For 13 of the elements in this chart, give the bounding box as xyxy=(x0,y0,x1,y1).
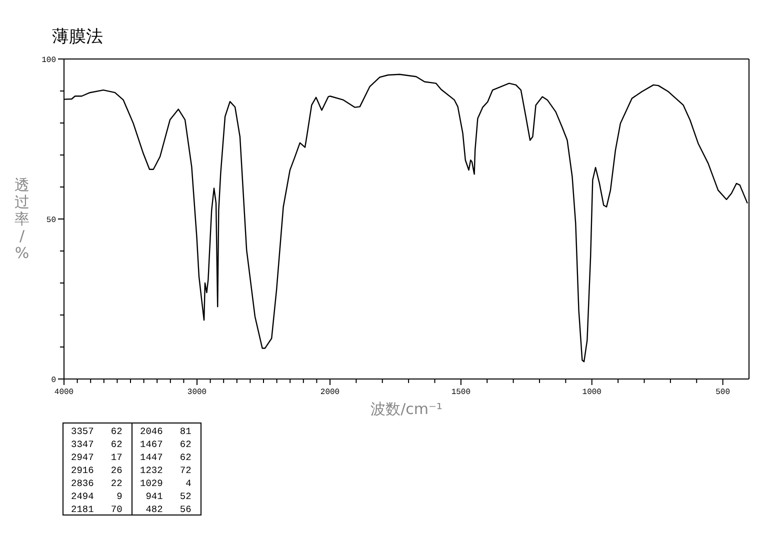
y-tick-label: 50 xyxy=(46,216,56,225)
y-axis-title: 透过率/% xyxy=(14,176,30,262)
x-axis-title: 波数/cm⁻¹ xyxy=(370,400,442,418)
y-tick-label: 0 xyxy=(51,376,56,385)
peak-table: 3357 62 3347 62 2947 17 2916 26 2836 22 2494 9 2181 70 2046 81 1467 62 1447 62 1232 72 1029 4 941 52 482 56 xyxy=(62,422,202,516)
x-tick-label: 2000 xyxy=(320,388,340,397)
x-tick-label: 1000 xyxy=(582,388,602,397)
chart-title: 薄膜法 xyxy=(52,27,103,47)
x-tick-label: 1500 xyxy=(451,388,471,397)
x-tick-label: 4000 xyxy=(54,388,74,397)
x-tick-label: 500 xyxy=(716,388,730,397)
x-tick-label: 3000 xyxy=(187,388,207,397)
y-tick-label: 100 xyxy=(42,56,56,65)
